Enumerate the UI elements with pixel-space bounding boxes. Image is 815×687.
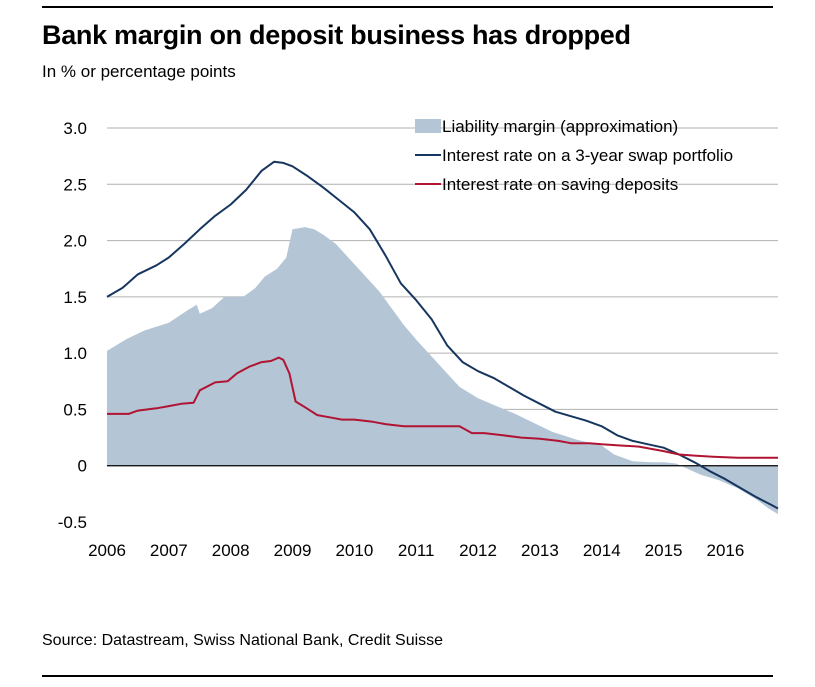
- y-tick-label: 2.0: [63, 232, 87, 251]
- top-rule: [42, 6, 773, 8]
- legend: Liability margin (approximation) Interest…: [415, 117, 733, 194]
- bottom-rule: [42, 675, 773, 677]
- line-layer: [106, 160, 779, 510]
- y-tick-label: 0: [78, 457, 87, 476]
- legend-swatch-liability-margin: [415, 119, 441, 133]
- y-tick-label: -0.5: [58, 513, 87, 532]
- series-line-saving-deposits: [107, 356, 778, 459]
- x-tick-label: 2016: [707, 541, 745, 560]
- y-tick-label: 1.0: [63, 344, 87, 363]
- chart-subtitle: In % or percentage points: [42, 62, 236, 81]
- chart-title: Bank margin on deposit business has drop…: [42, 20, 631, 50]
- x-tick-label: 2014: [583, 541, 621, 560]
- y-tick-label: 1.5: [63, 288, 87, 307]
- x-tick-label: 2010: [335, 541, 373, 560]
- source-note: Source: Datastream, Swiss National Bank,…: [42, 632, 444, 649]
- y-tick-label: 2.5: [63, 175, 87, 194]
- x-tick-label: 2009: [274, 541, 312, 560]
- legend-label: Interest rate on saving deposits: [442, 175, 678, 194]
- legend-label: Interest rate on a 3-year swap portfolio: [442, 146, 733, 165]
- x-tick-label: 2007: [150, 541, 188, 560]
- series-area-liability-margin: [107, 227, 778, 515]
- x-tick-label: 2006: [88, 541, 126, 560]
- x-tick-label: 2015: [645, 541, 683, 560]
- x-tick-label: 2008: [212, 541, 250, 560]
- x-tick-label: 2013: [521, 541, 559, 560]
- legend-label: Liability margin (approximation): [442, 117, 678, 136]
- x-tick-label: 2012: [459, 541, 497, 560]
- y-tick-label: 3.0: [63, 119, 87, 138]
- series-line-swap-portfolio: [106, 160, 779, 510]
- y-tick-label: 0.5: [63, 400, 87, 419]
- area-layer: [107, 227, 778, 515]
- x-tick-label: 2011: [398, 541, 435, 560]
